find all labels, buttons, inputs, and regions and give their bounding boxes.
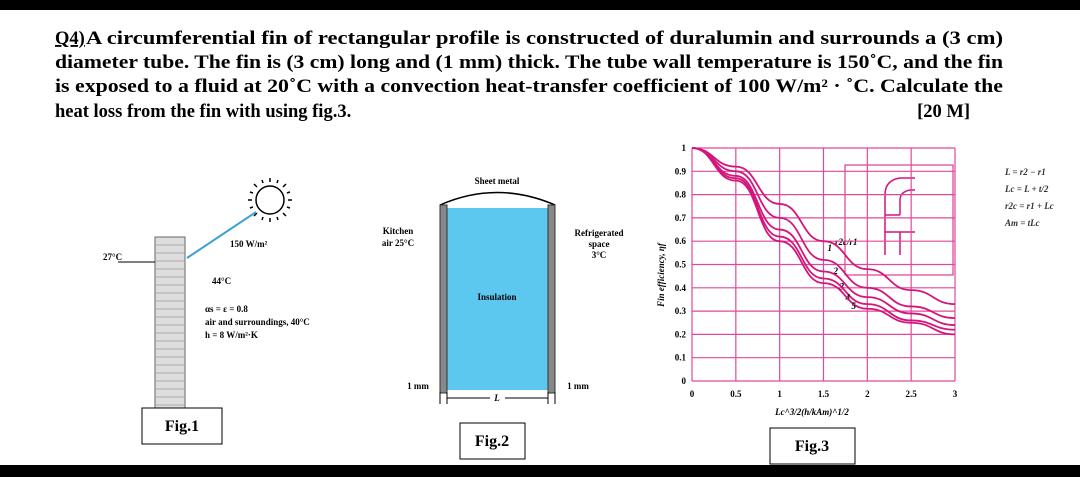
question-line: A circumferential fin of rectangular pro… [86,29,1003,49]
figure-2: Sheet metal Kitchen air 25°C Refrigerate… [382,176,624,460]
insulation [447,208,548,390]
y-tick-label: 0.5 [675,260,687,270]
wall [439,204,448,394]
label: air and surroundings, 40°C [205,317,310,327]
curve [691,147,956,326]
label: 27°C [103,252,122,262]
series-label: 1 [828,243,833,253]
y-tick-label: 0.8 [675,190,687,200]
caption-box [141,407,223,445]
y-tick-label: 0.3 [675,306,687,316]
inset [844,164,954,276]
formula: Am = tLc [1004,218,1040,228]
sheet-metal [439,191,556,206]
formula: L = r2 − r1 [1004,167,1046,177]
x-tick-label: 0 [690,389,695,399]
bricks [155,244,185,406]
label: Sheet metal [475,176,520,186]
y-tick-label: 0.4 [675,283,687,293]
caption-box [459,422,526,460]
caption: Fig.2 [475,433,509,450]
dimension [439,392,556,404]
label: 44°C [212,276,231,286]
question-marks: [20 M] [917,102,970,122]
figure-3: L = r2 − r1 Lc = L + t/2 r2c = r1 + Lc A… [656,143,1054,465]
question-line: is exposed to a fluid at 20˚C with a con… [55,77,1003,97]
wall [547,204,556,394]
x-tick-label: 0.5 [730,389,742,399]
label: 1 mm [407,381,429,391]
caption: Fig.1 [165,418,199,435]
y-tick-label: 0.2 [675,329,687,339]
label: L [493,393,500,403]
question-number: Q4) [55,29,85,49]
label: 3°C [592,250,607,260]
label: 150 W/m² [230,239,268,249]
inset-fin [884,177,915,255]
sun [248,178,292,222]
caption: Fig.3 [795,438,829,455]
label: 1 mm [567,381,589,391]
curve [691,147,956,319]
y-tick-label: 0.9 [675,166,687,176]
series-label: 2 [833,266,839,276]
x-tick-label: 3 [953,389,958,399]
y-tick-label: 1 [682,143,687,153]
question-line: diameter tube. The fin is (3 cm) long an… [55,53,1004,73]
curve-label: r2c/r1 [835,237,858,247]
caption-box [769,427,856,465]
label: Refrigerated [575,228,624,238]
label: h = 8 W/m²·K [205,330,258,340]
curve [691,147,956,331]
radiation-arrow [186,211,257,259]
label: Kitchen [383,226,414,236]
curve [691,147,956,306]
label: Insulation [477,292,516,302]
x-axis-label: Lc^3/2(h/kAm)^1/2 [774,407,849,417]
x-tick-label: 2 [865,389,870,399]
formula: r2c = r1 + Lc [1005,201,1054,211]
wall [154,236,186,410]
y-tick-label: 0.7 [675,213,687,223]
x-tick-label: 1.5 [818,389,830,399]
y-tick-label: 0.6 [675,236,687,246]
y-tick-label: 0 [682,376,687,386]
question-line: heat loss from the fin with using fig.3. [55,102,351,122]
x-tick-label: 1 [777,389,782,399]
label: space [589,239,610,249]
label: air 25°C [382,238,414,248]
y-axis-label: Fin efficiency, ηf [656,242,666,308]
x-tick-label: 2.5 [906,389,918,399]
formula: Lc = L + t/2 [1004,184,1049,194]
label: αs = ε = 0.8 [205,304,248,314]
curve [691,147,956,336]
series-label: 5 [852,301,857,311]
figure-1: 27°C 150 W/m² 44°C αs = ε = 0.8 air and … [103,178,310,445]
y-tick-label: 0.1 [675,353,687,363]
